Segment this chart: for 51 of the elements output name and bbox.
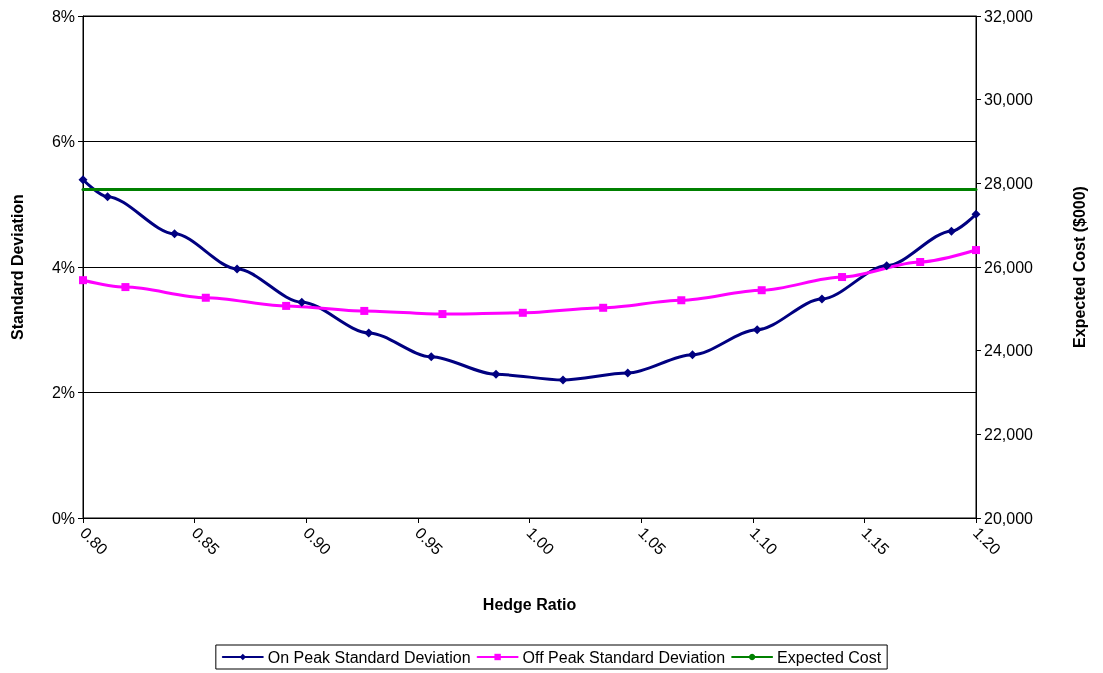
point	[103, 192, 113, 202]
point	[623, 368, 633, 378]
y2-tick-label: 28,000	[984, 174, 1034, 192]
point	[972, 246, 980, 255]
point	[882, 261, 892, 271]
point	[677, 296, 686, 305]
point	[364, 328, 374, 338]
x-tick-label: 0.90	[300, 523, 335, 559]
legend-label: Off Peak Standard Deviation	[522, 648, 726, 666]
point	[121, 283, 130, 292]
x-tick-label: 1.15	[858, 523, 893, 559]
point	[817, 294, 827, 304]
point	[79, 276, 87, 285]
x-tick-label: 1.10	[746, 523, 781, 559]
y-tick-label: 4%	[51, 258, 75, 276]
y2-tick-label: 22,000	[984, 425, 1034, 443]
point	[838, 273, 847, 282]
point	[599, 303, 608, 312]
y-tick-label: 8%	[51, 7, 75, 25]
x-tick-label: 0.80	[76, 523, 112, 559]
point	[946, 226, 956, 236]
x-tick-label: 1.00	[523, 523, 558, 559]
point	[438, 310, 447, 319]
x-tick-label: 0.85	[188, 523, 223, 559]
point	[360, 306, 369, 315]
y2-tick-label: 30,000	[984, 91, 1034, 109]
point	[752, 325, 762, 335]
legend-label: Expected Cost	[777, 648, 882, 666]
y2-tick-label: 26,000	[984, 258, 1034, 276]
x-tick-label: 0.95	[411, 523, 446, 559]
y2-tick-label: 20,000	[984, 509, 1034, 527]
point	[78, 175, 88, 185]
point	[232, 264, 242, 274]
point	[491, 369, 501, 379]
x-axis-title: Hedge Ratio	[482, 595, 577, 613]
y-tick-label: 0%	[51, 509, 75, 527]
point	[201, 293, 210, 302]
y-tick-label: 6%	[51, 133, 75, 150]
point	[916, 257, 925, 266]
point	[282, 301, 291, 310]
point	[757, 286, 766, 295]
y-axis-title: Standard Deviation	[8, 194, 26, 340]
legend-label: On Peak Standard Deviation	[267, 648, 471, 666]
point	[558, 375, 568, 385]
y2-tick-label: 32,000	[984, 7, 1034, 25]
x-tick-label: 1.05	[635, 523, 670, 559]
point	[518, 308, 527, 317]
y2-axis-title: Expected Cost ($000)	[1070, 186, 1088, 348]
point	[971, 209, 981, 219]
y-tick-label: 2%	[51, 384, 75, 401]
y2-tick-label: 24,000	[984, 342, 1034, 360]
